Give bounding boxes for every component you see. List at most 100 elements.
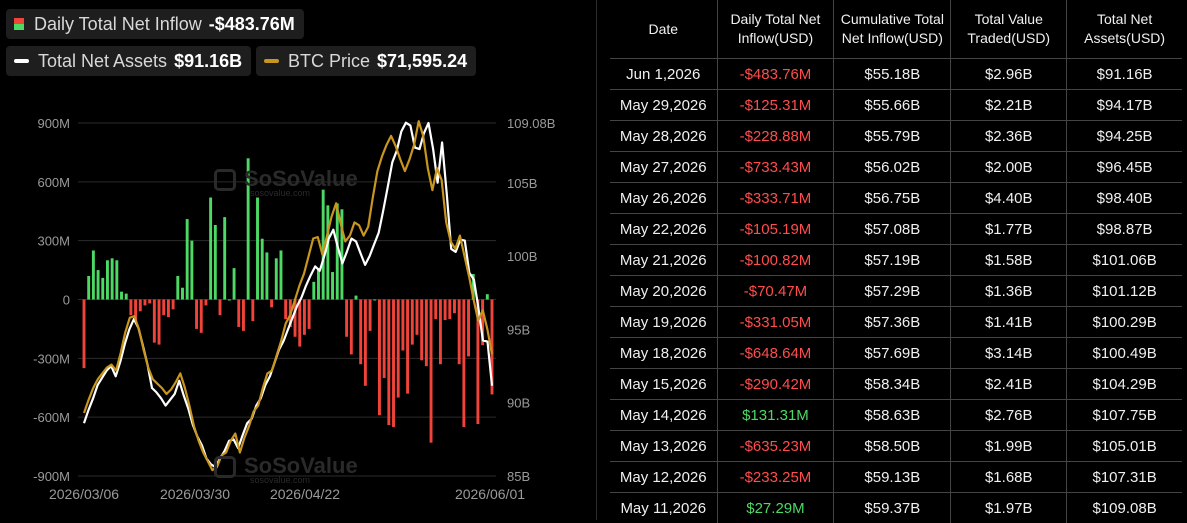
cell-daily-inflow: -$635.23M [717, 431, 834, 462]
cell-date: May 27,2026 [610, 152, 717, 183]
table-row[interactable]: May 27,2026-$733.43M$56.02B$2.00B$96.45B [610, 152, 1182, 183]
cell-net-assets: $98.40B [1067, 183, 1182, 214]
col-header-date[interactable]: Date [610, 0, 717, 59]
cell-value-traded: $1.41B [951, 307, 1067, 338]
cell-daily-inflow: -$100.82M [717, 245, 834, 276]
inflow-bar [181, 288, 184, 300]
legend-btc-value: $71,595.24 [377, 51, 467, 72]
cell-value-traded: $1.68B [951, 462, 1067, 493]
cell-net-assets: $101.12B [1067, 276, 1182, 307]
cell-date: May 20,2026 [610, 276, 717, 307]
cell-value-traded: $1.77B [951, 214, 1067, 245]
inflow-bar [345, 300, 348, 337]
table-row[interactable]: May 19,2026-$331.05M$57.36B$1.41B$100.29… [610, 307, 1182, 338]
cell-value-traded: $2.41B [951, 369, 1067, 400]
table-row[interactable]: May 29,2026-$125.31M$55.66B$2.21B$94.17B [610, 90, 1182, 121]
cell-cumulative: $57.19B [834, 245, 951, 276]
assets-line-icon [14, 59, 29, 63]
legend-assets-label: Total Net Assets [38, 51, 167, 72]
left-axis-tick-label: -900M [33, 469, 70, 484]
col-header-value-traded[interactable]: Total Value Traded(USD) [951, 0, 1067, 59]
inflow-bar [115, 260, 118, 299]
table-row[interactable]: May 28,2026-$228.88M$55.79B$2.36B$94.25B [610, 121, 1182, 152]
cell-net-assets: $109.08B [1067, 493, 1182, 523]
cell-cumulative: $57.36B [834, 307, 951, 338]
cell-date: May 21,2026 [610, 245, 717, 276]
table-header-row: Date Daily Total Net Inflow(USD) Cumulat… [610, 0, 1182, 59]
cell-value-traded: $1.36B [951, 276, 1067, 307]
cell-net-assets: $101.06B [1067, 245, 1182, 276]
inflow-bar [106, 260, 109, 299]
table-row[interactable]: May 14,2026$131.31M$58.63B$2.76B$107.75B [610, 400, 1182, 431]
left-axis-tick-label: 900M [37, 116, 70, 131]
inflow-bar [280, 250, 283, 299]
inflow-bar [303, 300, 306, 335]
legend-daily-inflow[interactable]: Daily Total Net Inflow -$483.76M [6, 9, 304, 39]
legend-inflow-value: -$483.76M [209, 14, 295, 35]
legend-inflow-label: Daily Total Net Inflow [34, 14, 202, 35]
inflow-color-icon [14, 18, 24, 30]
cell-daily-inflow: -$733.43M [717, 152, 834, 183]
cell-value-traded: $3.14B [951, 338, 1067, 369]
cell-daily-inflow: -$105.19M [717, 214, 834, 245]
inflow-bar [190, 241, 193, 300]
inflow-bar [298, 300, 301, 347]
cell-cumulative: $58.50B [834, 431, 951, 462]
inflow-bar [378, 300, 381, 416]
inflow-bar [392, 300, 395, 427]
table-row[interactable]: May 11,2026$27.29M$59.37B$1.97B$109.08B [610, 493, 1182, 523]
legend-btc-price[interactable]: BTC Price $71,595.24 [256, 46, 476, 76]
inflow-bar [200, 300, 203, 333]
col-header-net-assets[interactable]: Total Net Assets(USD) [1067, 0, 1182, 59]
right-axis-tick-label: 90B [507, 396, 530, 411]
inflow-bar [284, 300, 287, 320]
inflow-bar [153, 300, 156, 343]
inflow-bar [331, 272, 334, 299]
cell-net-assets: $100.29B [1067, 307, 1182, 338]
flow-table: Date Daily Total Net Inflow(USD) Cumulat… [610, 0, 1182, 523]
inflow-bar [139, 300, 142, 312]
inflow-bar [462, 300, 465, 427]
left-axis-tick-label: 0 [63, 293, 70, 308]
inflow-bar [228, 300, 231, 301]
table-row[interactable]: May 21,2026-$100.82M$57.19B$1.58B$101.06… [610, 245, 1182, 276]
inflow-bar [242, 300, 245, 331]
legend-total-net-assets[interactable]: Total Net Assets $91.16B [6, 46, 251, 76]
cell-cumulative: $58.34B [834, 369, 951, 400]
table-row[interactable]: May 12,2026-$233.25M$59.13B$1.68B$107.31… [610, 462, 1182, 493]
table-row[interactable]: May 22,2026-$105.19M$57.08B$1.77B$98.87B [610, 214, 1182, 245]
cell-date: May 12,2026 [610, 462, 717, 493]
inflow-bar [148, 300, 151, 304]
col-header-cumulative[interactable]: Cumulative Total Net Inflow(USD) [834, 0, 951, 59]
table-row[interactable]: Jun 1,2026-$483.76M$55.18B$2.96B$91.16B [610, 59, 1182, 90]
col-header-daily-inflow[interactable]: Daily Total Net Inflow(USD) [717, 0, 834, 59]
legend-btc-label: BTC Price [288, 51, 370, 72]
cell-daily-inflow: -$290.42M [717, 369, 834, 400]
inflow-bar [144, 300, 147, 306]
inflow-bar [387, 300, 390, 426]
table-row[interactable]: May 15,2026-$290.42M$58.34B$2.41B$104.29… [610, 369, 1182, 400]
etf-flow-chart[interactable]: 900M600M300M0-300M-600M-900M109.08B105B1… [0, 88, 596, 516]
left-axis-tick-label: -600M [33, 410, 70, 425]
table-row[interactable]: May 20,2026-$70.47M$57.29B$1.36B$101.12B [610, 276, 1182, 307]
cell-cumulative: $57.08B [834, 214, 951, 245]
inflow-bar [87, 276, 90, 300]
inflow-bar [275, 258, 278, 299]
cell-value-traded: $2.21B [951, 90, 1067, 121]
x-axis-tick-label: 2026/03/30 [160, 486, 230, 502]
inflow-bar [359, 300, 362, 365]
table-row[interactable]: May 26,2026-$333.71M$56.75B$4.40B$98.40B [610, 183, 1182, 214]
left-axis-tick-label: 600M [37, 175, 70, 190]
table-row[interactable]: May 18,2026-$648.64M$57.69B$3.14B$100.49… [610, 338, 1182, 369]
cell-net-assets: $100.49B [1067, 338, 1182, 369]
inflow-bar [425, 300, 428, 367]
inflow-bar [83, 300, 86, 369]
cell-date: May 11,2026 [610, 493, 717, 523]
cell-daily-inflow: -$333.71M [717, 183, 834, 214]
table-row[interactable]: May 13,2026-$635.23M$58.50B$1.99B$105.01… [610, 431, 1182, 462]
x-axis-tick-label: 2026/03/06 [49, 486, 119, 502]
inflow-bar [176, 276, 179, 300]
cell-daily-inflow: -$70.47M [717, 276, 834, 307]
cell-net-assets: $96.45B [1067, 152, 1182, 183]
